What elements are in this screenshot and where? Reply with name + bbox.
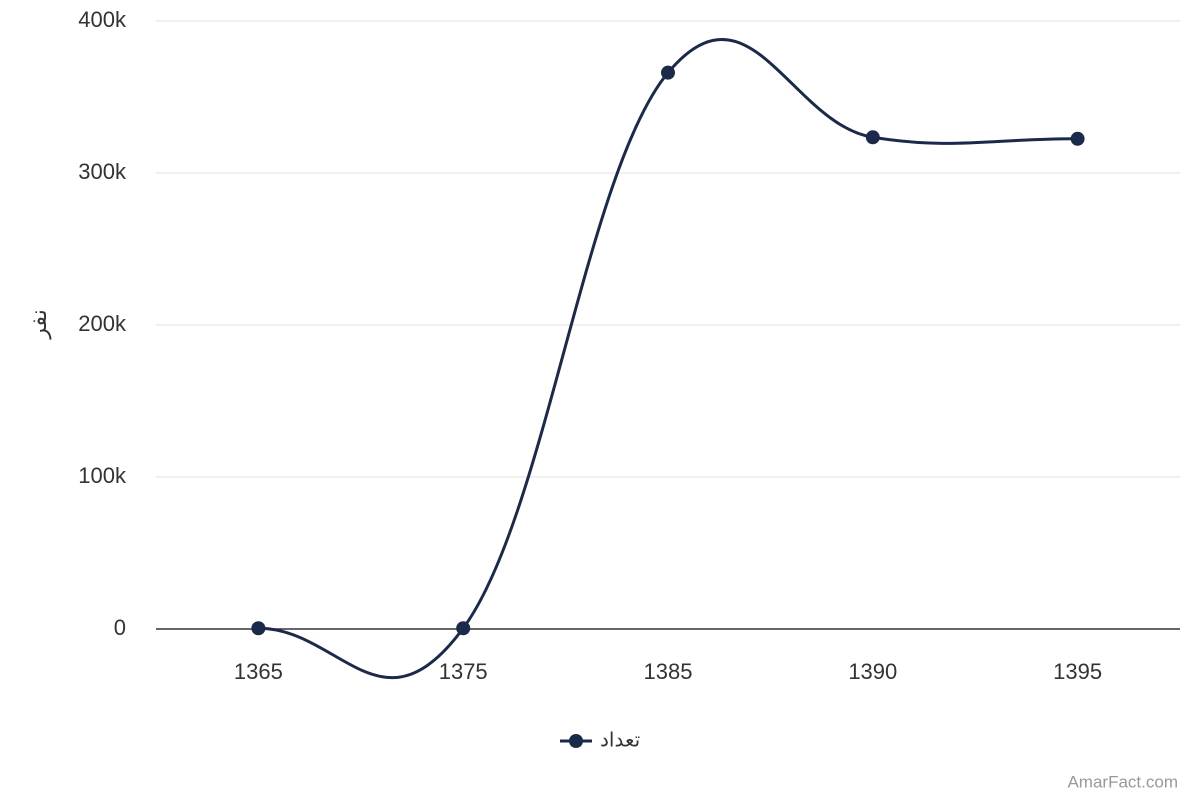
y-tick-label: 100k <box>78 463 127 488</box>
data-point <box>1070 131 1085 146</box>
y-tick-label: 400k <box>78 7 127 32</box>
y-axis-title: نفر <box>26 309 51 339</box>
x-tick-label: 1390 <box>848 659 897 684</box>
credit[interactable]: AmarFact.com <box>1067 772 1178 791</box>
data-point <box>251 621 266 636</box>
x-tick-label: 1375 <box>439 659 488 684</box>
x-tick-label: 1395 <box>1053 659 1102 684</box>
legend-label[interactable]: تعداد <box>600 729 640 751</box>
y-tick-label: 200k <box>78 311 127 336</box>
x-tick-label: 1385 <box>644 659 693 684</box>
y-tick-label: 300k <box>78 159 127 184</box>
line <box>258 37 1078 680</box>
y-tick-label: 0 <box>114 615 126 640</box>
x-tick-label: 1365 <box>234 659 283 684</box>
data-point <box>661 65 675 80</box>
data-point <box>865 130 880 145</box>
data-point <box>456 621 471 636</box>
legend-marker <box>569 734 583 748</box>
